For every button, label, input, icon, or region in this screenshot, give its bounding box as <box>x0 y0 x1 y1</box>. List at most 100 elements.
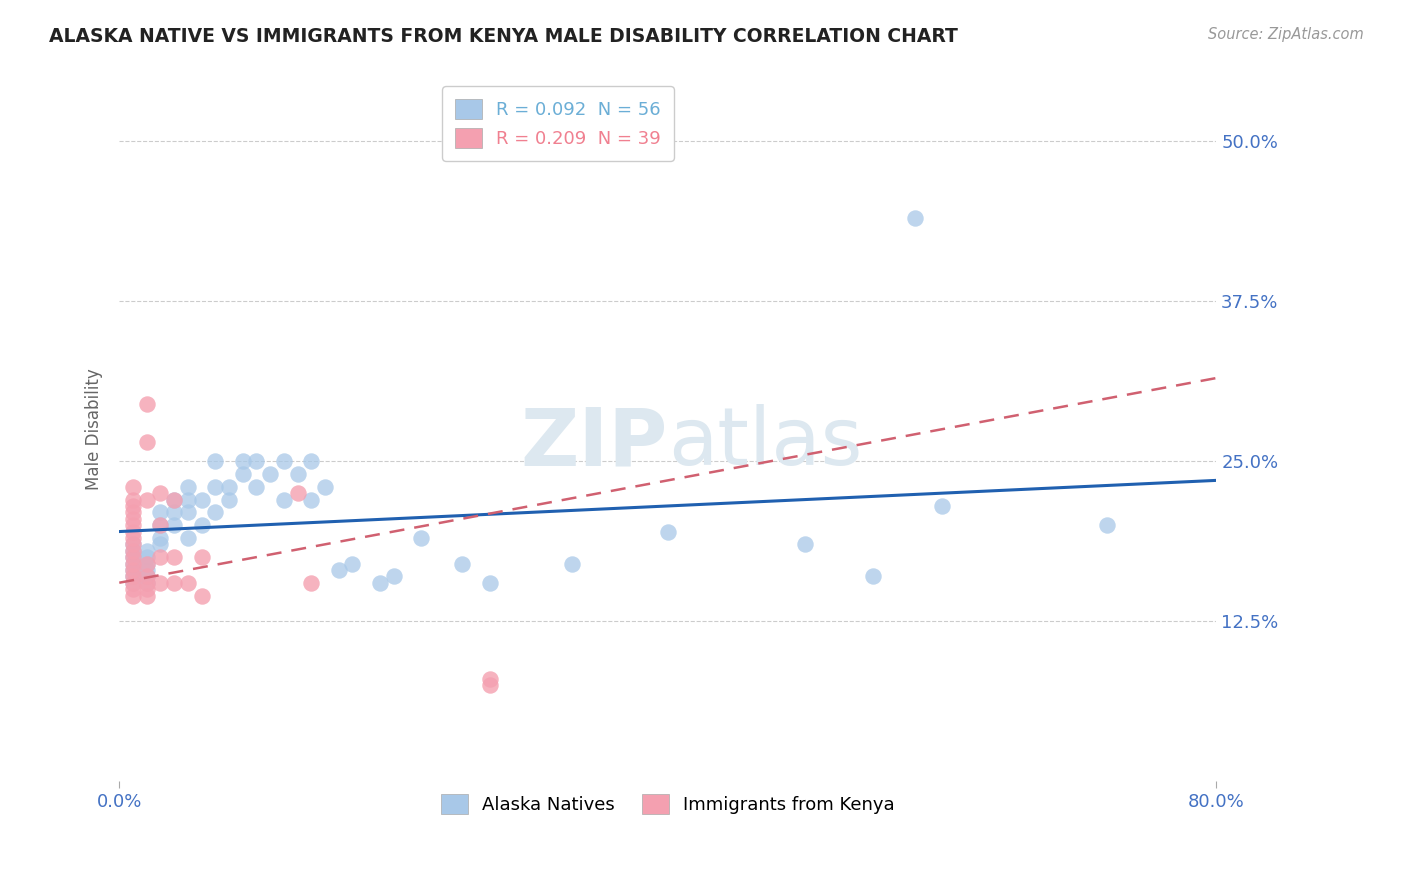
Point <box>904 211 927 226</box>
Text: ZIP: ZIP <box>520 404 668 483</box>
Point <box>1095 518 1118 533</box>
Point <box>122 492 145 507</box>
Point <box>149 518 172 533</box>
Point <box>657 524 679 539</box>
Point <box>135 435 157 450</box>
Point <box>299 492 322 507</box>
Point <box>478 672 501 686</box>
Point <box>122 524 145 539</box>
Point <box>122 563 145 577</box>
Point <box>122 518 145 533</box>
Point <box>287 486 309 500</box>
Point <box>122 512 145 526</box>
Point <box>135 582 157 596</box>
Point <box>135 563 157 577</box>
Point <box>163 550 186 565</box>
Point <box>163 505 186 519</box>
Point <box>149 537 172 551</box>
Point <box>163 492 186 507</box>
Point <box>149 550 172 565</box>
Text: Source: ZipAtlas.com: Source: ZipAtlas.com <box>1208 27 1364 42</box>
Point <box>149 575 172 590</box>
Point <box>382 569 405 583</box>
Point <box>177 480 200 494</box>
Point <box>451 557 474 571</box>
Y-axis label: Male Disability: Male Disability <box>86 368 103 490</box>
Point <box>204 480 226 494</box>
Point <box>299 454 322 468</box>
Text: ALASKA NATIVE VS IMMIGRANTS FROM KENYA MALE DISABILITY CORRELATION CHART: ALASKA NATIVE VS IMMIGRANTS FROM KENYA M… <box>49 27 957 45</box>
Point <box>135 397 157 411</box>
Point <box>122 569 145 583</box>
Point <box>122 589 145 603</box>
Point <box>122 543 145 558</box>
Point <box>122 563 145 577</box>
Point <box>314 480 336 494</box>
Point <box>149 531 172 545</box>
Text: atlas: atlas <box>668 404 862 483</box>
Point <box>862 569 884 583</box>
Point <box>149 486 172 500</box>
Point <box>190 550 212 565</box>
Point <box>204 454 226 468</box>
Point <box>232 467 254 481</box>
Point <box>328 563 350 577</box>
Point <box>163 492 186 507</box>
Point <box>190 492 212 507</box>
Point <box>122 480 145 494</box>
Point <box>135 575 157 590</box>
Point <box>273 454 295 468</box>
Point <box>122 505 145 519</box>
Point <box>122 569 145 583</box>
Point <box>368 575 391 590</box>
Point <box>245 454 267 468</box>
Point <box>163 575 186 590</box>
Point <box>122 543 145 558</box>
Point <box>259 467 281 481</box>
Point <box>135 575 157 590</box>
Point <box>135 557 157 571</box>
Point <box>122 531 145 545</box>
Point <box>149 518 172 533</box>
Point <box>122 499 145 513</box>
Point <box>122 537 145 551</box>
Point <box>122 582 145 596</box>
Point <box>931 499 953 513</box>
Point <box>177 492 200 507</box>
Point <box>122 575 145 590</box>
Point <box>135 543 157 558</box>
Point <box>122 557 145 571</box>
Point <box>218 480 240 494</box>
Point <box>218 492 240 507</box>
Point <box>122 575 145 590</box>
Point <box>190 589 212 603</box>
Point <box>190 518 212 533</box>
Point <box>177 531 200 545</box>
Legend: Alaska Natives, Immigrants from Kenya: Alaska Natives, Immigrants from Kenya <box>430 783 905 825</box>
Point <box>177 575 200 590</box>
Point <box>135 589 157 603</box>
Point <box>561 557 583 571</box>
Point <box>135 550 157 565</box>
Point <box>299 575 322 590</box>
Point <box>177 505 200 519</box>
Point <box>793 537 815 551</box>
Point <box>149 505 172 519</box>
Point <box>232 454 254 468</box>
Point <box>135 492 157 507</box>
Point <box>135 557 157 571</box>
Point <box>478 575 501 590</box>
Point <box>163 518 186 533</box>
Point <box>342 557 364 571</box>
Point <box>204 505 226 519</box>
Point <box>135 569 157 583</box>
Point <box>122 537 145 551</box>
Point <box>409 531 432 545</box>
Point <box>135 569 157 583</box>
Point <box>122 550 145 565</box>
Point <box>478 678 501 692</box>
Point <box>122 550 145 565</box>
Point <box>245 480 267 494</box>
Point <box>273 492 295 507</box>
Point <box>122 557 145 571</box>
